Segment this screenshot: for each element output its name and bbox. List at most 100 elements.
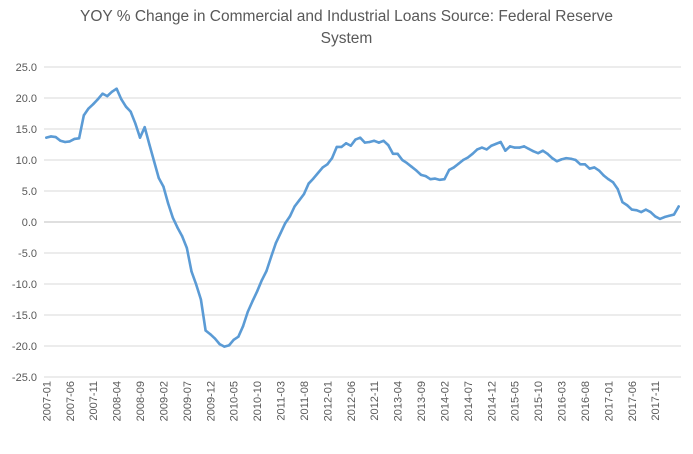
x-tick-label: 2007-11 (88, 381, 100, 421)
data-point (143, 125, 146, 129)
data-point (466, 156, 470, 159)
data-point (410, 165, 413, 169)
data-point (527, 147, 530, 151)
y-tick-label: 15.0 (16, 124, 37, 136)
data-point (476, 148, 479, 151)
data-point (54, 135, 57, 139)
data-point (316, 171, 320, 175)
data-point (129, 110, 132, 113)
data-point (284, 222, 287, 225)
data-point (68, 140, 71, 143)
data-point (536, 151, 540, 155)
data-point (45, 136, 48, 139)
x-tick-label: 2017-01 (603, 381, 615, 421)
x-tick-label: 2008-09 (135, 381, 147, 421)
data-point (166, 202, 170, 205)
x-tick-label: 2009-12 (205, 381, 217, 421)
data-point (73, 137, 76, 141)
data-point (213, 337, 217, 340)
data-point (82, 114, 86, 117)
data-point (391, 152, 395, 155)
x-tick-label: 2010-10 (252, 381, 264, 421)
data-point (288, 215, 292, 218)
x-tick-label: 2014-12 (486, 381, 498, 421)
data-point (452, 166, 456, 169)
data-point (148, 143, 151, 146)
data-point (344, 142, 348, 145)
data-point (396, 152, 399, 155)
data-point (419, 173, 423, 177)
data-point (471, 152, 474, 155)
data-point (579, 163, 582, 166)
data-point (546, 152, 549, 155)
x-tick-label: 2011-03 (276, 381, 288, 421)
data-point (401, 158, 404, 162)
data-point (560, 158, 563, 161)
data-point (307, 182, 310, 185)
data-point (326, 163, 329, 166)
data-point (195, 283, 198, 286)
data-point (77, 137, 81, 140)
data-point (101, 92, 104, 95)
data-point (504, 149, 507, 152)
data-point (49, 135, 53, 138)
data-point (204, 329, 207, 332)
data-point (223, 345, 226, 348)
data-point (246, 310, 249, 314)
data-point (457, 162, 460, 165)
data-point (508, 145, 512, 148)
data-point (480, 146, 484, 149)
x-tick-label: 2007-01 (41, 381, 53, 421)
y-tick-label: -20.0 (12, 341, 37, 353)
data-point (138, 136, 142, 139)
data-point (565, 156, 568, 160)
data-point (363, 141, 367, 144)
data-point (312, 177, 315, 180)
data-point (269, 255, 273, 258)
data-point (251, 300, 254, 303)
x-tick-label: 2010-05 (229, 381, 241, 421)
data-point (87, 107, 90, 110)
data-point (513, 146, 516, 149)
data-point (602, 174, 605, 177)
x-tick-label: 2007-06 (65, 381, 77, 421)
data-point (255, 290, 259, 293)
data-point (358, 136, 362, 139)
data-point (157, 176, 160, 180)
data-point (115, 87, 118, 90)
data-point (555, 160, 559, 163)
x-axis-tick-labels: 2007-01 2007-06 2007-11 2008-04 2008-09 2009-… (41, 381, 662, 421)
x-tick-label: 2016-08 (580, 381, 592, 421)
data-point (569, 157, 573, 160)
data-point (532, 150, 535, 153)
x-tick-label: 2017-11 (650, 381, 662, 421)
data-point (630, 208, 634, 211)
data-point (354, 138, 357, 141)
x-tick-label: 2009-02 (158, 381, 170, 421)
data-point (330, 156, 334, 160)
data-point (265, 269, 268, 273)
data-point (110, 90, 114, 94)
data-point (377, 141, 381, 144)
data-point (583, 163, 587, 166)
data-point (611, 181, 615, 184)
data-point (607, 178, 610, 181)
data-point (218, 342, 221, 346)
data-point (63, 140, 67, 144)
data-point (382, 139, 385, 142)
data-point (499, 140, 502, 144)
x-tick-label: 2012-11 (369, 381, 381, 421)
data-point (447, 168, 451, 172)
data-point (91, 103, 95, 106)
data-point (625, 204, 629, 207)
x-tick-label: 2009-07 (182, 381, 194, 421)
data-point (518, 146, 521, 149)
data-point (279, 231, 282, 235)
x-tick-label: 2011-08 (299, 381, 311, 421)
data-point (597, 169, 601, 172)
data-point (621, 200, 624, 204)
data-point (438, 178, 441, 182)
data-point (180, 235, 184, 238)
x-tick-label: 2013-04 (393, 381, 405, 421)
